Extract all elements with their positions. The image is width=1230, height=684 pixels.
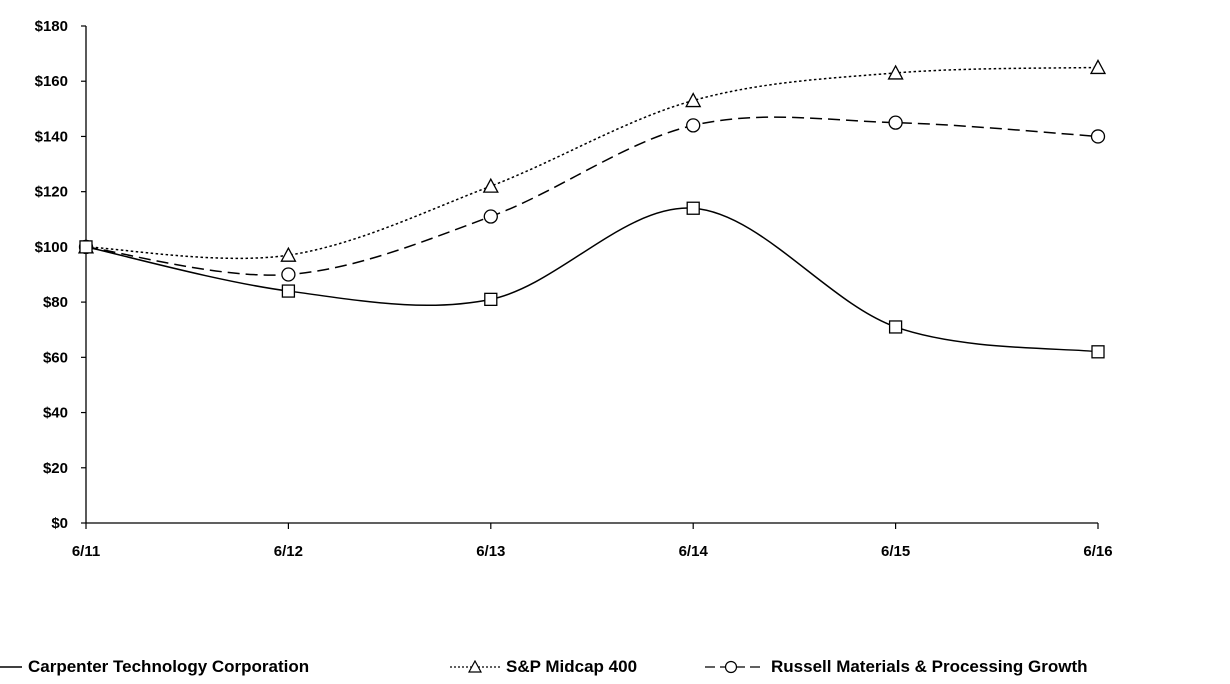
legend-item-carpenter: Carpenter Technology Corporation [0,654,309,680]
circle-marker [686,118,701,133]
y-tick-label: $0 [51,515,68,532]
x-tick-label: 6/11 [72,543,100,560]
dashed-circle-icon [705,660,765,674]
x-tick-label: 6/16 [1083,543,1112,560]
series-line [85,207,1099,353]
legend-item-russell: Russell Materials & Processing Growth [705,654,1087,680]
circle-marker [281,267,296,282]
y-tick-label: $20 [43,460,68,477]
series-circle [78,115,1106,282]
legend-item-sp-midcap: S&P Midcap 400 [450,654,637,680]
circle-marker [1090,129,1106,144]
triangle-marker [685,92,702,108]
line-chart: $0$20$40$60$80$100$120$140$160$180 6/11 6… [35,18,1113,560]
square-marker [79,240,93,254]
dotted-triangle-icon [450,660,500,673]
square-marker [281,284,296,298]
triangle-marker [482,177,499,193]
y-tick-label: $180 [35,18,68,35]
series-square [79,201,1105,359]
square-marker [1091,345,1105,359]
y-tick-label: $160 [35,73,68,90]
square-marker [484,292,498,307]
series-line [85,66,1099,260]
square-marker [888,320,903,334]
legend-label-russell: Russell Materials & Processing Growth [771,657,1088,676]
legend-label-carpenter: Carpenter Technology Corporation [28,657,310,676]
series-group [77,59,1107,359]
y-axis: $0 $20 $40 $60 $80 $100 $120 $140 $160 $180 [35,18,87,532]
x-tick-label: 6/15 [881,543,910,560]
triangle-marker [887,64,904,80]
y-tick-label: $140 [35,128,68,145]
y-tick-label: $80 [43,294,68,311]
legend: Carpenter Technology Corporation S&P Mid… [0,654,1230,684]
triangle-marker [280,246,297,262]
y-tick-label: $120 [35,184,68,201]
triangle-marker [1089,59,1107,75]
square-marker [686,201,700,215]
circle-marker [888,115,903,130]
y-tick-label: $60 [43,349,68,366]
y-tick-label: $40 [43,405,68,422]
legend-label-sp-midcap: S&P Midcap 400 [506,657,638,676]
series-line [85,116,1099,276]
x-axis: 6/11 6/12 6/13 6/14 6/15 6/16 [72,522,1113,560]
x-tick-label: 6/12 [274,543,303,560]
x-tick-label: 6/13 [476,543,505,560]
y-tick-label: $100 [35,239,68,256]
circle-marker [483,209,498,224]
x-tick-label: 6/14 [679,543,709,560]
solid-line-icon [0,666,22,668]
series-triangle [77,59,1107,262]
